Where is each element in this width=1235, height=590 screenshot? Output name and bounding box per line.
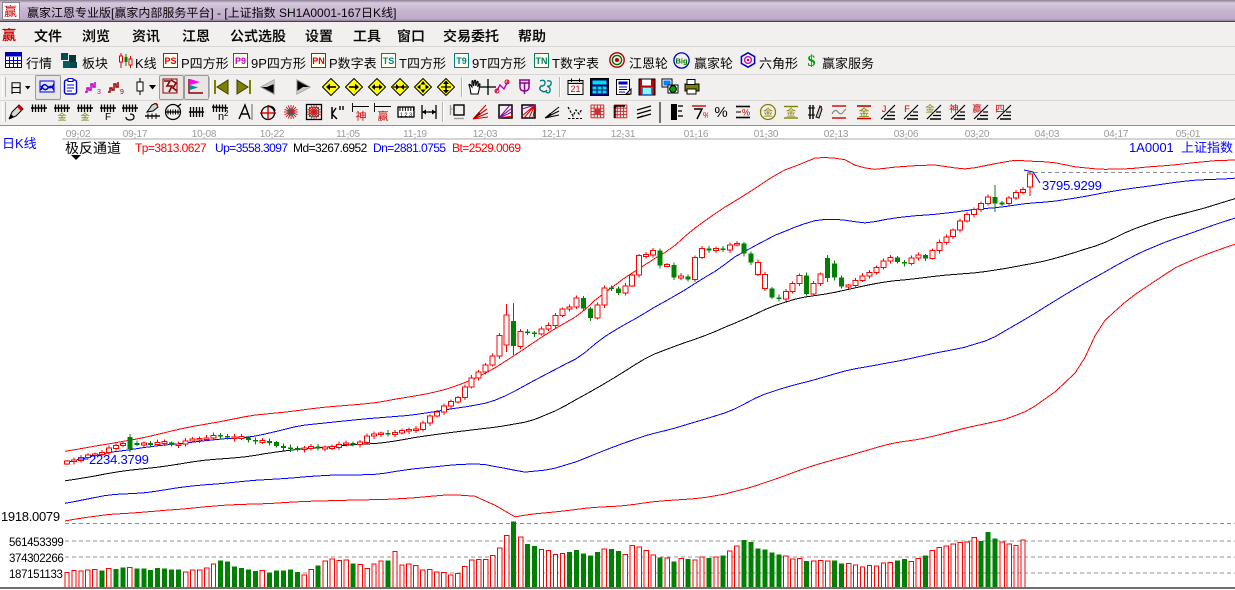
svg-text:Bt=2529.0069: Bt=2529.0069: [452, 141, 521, 155]
svg-text:TS: TS: [383, 56, 395, 66]
svg-text:Up=3558.3097: Up=3558.3097: [215, 141, 288, 155]
svg-text:四: 四: [995, 104, 1005, 115]
svg-text:2234.3799: 2234.3799: [89, 452, 149, 467]
svg-text:金: 金: [786, 107, 796, 119]
svg-text:%: %: [703, 111, 708, 120]
svg-text:561453399: 561453399: [9, 537, 63, 549]
svg-text:02-13: 02-13: [824, 129, 849, 140]
svg-text:01-30: 01-30: [754, 129, 779, 140]
svg-text:%: %: [714, 104, 727, 121]
svg-text:金: 金: [80, 112, 89, 121]
svg-text:$: $: [808, 53, 816, 69]
svg-text:1A0001 上证指数: 1A0001 上证指数: [1129, 140, 1233, 155]
svg-text:9: 9: [120, 89, 124, 96]
svg-text:金: 金: [925, 103, 935, 115]
svg-text:PN: PN: [312, 56, 325, 66]
svg-text:Dn=2881.0755: Dn=2881.0755: [373, 141, 446, 155]
svg-text:09-02: 09-02: [66, 129, 91, 140]
svg-text:神: 神: [356, 110, 367, 121]
svg-text:09-17: 09-17: [123, 129, 148, 140]
svg-text:神: 神: [949, 104, 959, 115]
svg-text:F: F: [904, 104, 910, 115]
svg-text:2: 2: [224, 109, 229, 118]
svg-text:374302266: 374302266: [9, 553, 63, 565]
svg-text:21: 21: [570, 84, 580, 94]
svg-text:金: 金: [763, 107, 773, 119]
svg-text:187151133: 187151133: [9, 569, 63, 581]
svg-text:极反通道: 极反通道: [65, 140, 121, 156]
svg-text:1918.0079: 1918.0079: [1, 509, 60, 524]
svg-text:赢: 赢: [972, 103, 982, 115]
svg-text:Md=3267.6952: Md=3267.6952: [293, 141, 368, 155]
svg-text:Tp=3813.0627: Tp=3813.0627: [135, 141, 207, 155]
svg-text:10-22: 10-22: [260, 129, 285, 140]
svg-text:P9: P9: [235, 56, 246, 66]
svg-text:金: 金: [57, 112, 66, 121]
svg-text:01-16: 01-16: [684, 129, 709, 140]
svg-text:11-19: 11-19: [403, 129, 427, 140]
svg-text:TN: TN: [536, 56, 548, 66]
svg-text:3: 3: [97, 89, 101, 96]
svg-text:04-03: 04-03: [1035, 129, 1060, 140]
svg-text:03-06: 03-06: [894, 129, 919, 140]
svg-text:12-03: 12-03: [473, 129, 498, 140]
svg-text:n: n: [218, 111, 224, 121]
svg-text:03-20: 03-20: [965, 129, 990, 140]
svg-text:11-05: 11-05: [336, 129, 360, 140]
svg-text:3795.9299: 3795.9299: [1042, 178, 1102, 193]
svg-text:%: %: [742, 108, 750, 118]
svg-text:12-17: 12-17: [542, 129, 567, 140]
svg-text:1 2 3: 1 2 3: [400, 113, 412, 119]
svg-text:12-31: 12-31: [611, 129, 636, 140]
svg-text:金: 金: [859, 107, 870, 120]
svg-text:PS: PS: [164, 56, 176, 66]
svg-text:日K线: 日K线: [2, 136, 37, 151]
svg-text:04-17: 04-17: [1104, 129, 1129, 140]
svg-text:10-08: 10-08: [192, 129, 217, 140]
svg-text:F: F: [105, 112, 111, 121]
svg-text:05-01: 05-01: [1176, 129, 1201, 140]
svg-text:赢: 赢: [378, 110, 389, 121]
svg-text:Big: Big: [675, 57, 688, 66]
svg-text:J: J: [882, 104, 887, 115]
svg-text:T9: T9: [456, 56, 467, 66]
